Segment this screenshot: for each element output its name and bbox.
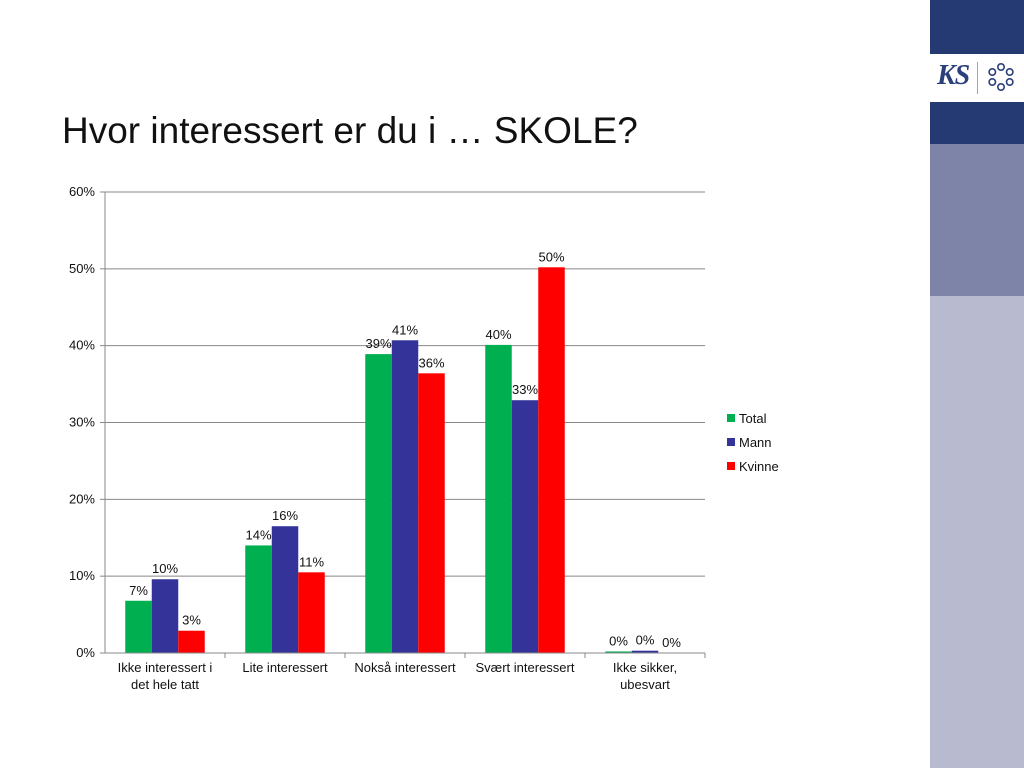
bar-kvinne (298, 572, 325, 653)
legend-label-total: Total (739, 410, 767, 426)
data-label: 40% (485, 327, 511, 342)
bar-total (605, 651, 632, 653)
bar-total (365, 354, 392, 653)
bar-mann (151, 579, 179, 653)
sidebar-band-light (930, 296, 1024, 768)
data-label: 16% (272, 508, 298, 523)
bar-total (485, 344, 512, 653)
sidebar-band-mid (930, 144, 1024, 296)
data-label: 39% (365, 336, 391, 351)
y-tick-label: 60% (69, 184, 95, 199)
data-label: 50% (538, 249, 564, 264)
x-tick-label: Svært interessert (476, 660, 575, 675)
legend-label-mann: Mann (739, 434, 772, 450)
bar-mann (631, 650, 659, 653)
ks-logo: KS (930, 54, 1024, 102)
data-label: 41% (392, 322, 418, 337)
legend-swatch-total (727, 414, 735, 422)
x-tick-label: Ikke sikker, (613, 660, 677, 675)
y-tick-label: 40% (69, 338, 95, 353)
data-label: 0% (609, 633, 628, 648)
legend-swatch-kvinne (727, 462, 735, 470)
data-label: 0% (662, 635, 681, 650)
bar-kvinne (538, 267, 565, 653)
legend-swatch-mann (727, 438, 735, 446)
x-tick-label: ubesvart (620, 677, 670, 692)
bar-mann (511, 400, 539, 653)
brand-sidebar: KS (930, 0, 1024, 768)
x-tick-label: Ikke interessert i (118, 660, 213, 675)
chart-legend: Total Mann Kvinne (727, 406, 779, 478)
legend-item-mann: Mann (727, 430, 779, 454)
data-label: 36% (418, 355, 444, 370)
data-label: 11% (299, 554, 324, 569)
bar-mann (391, 340, 419, 653)
bar-total (245, 545, 272, 653)
legend-item-kvinne: Kvinne (727, 454, 779, 478)
bar-chart: 0% 10% 20% 30% 40% 50% 60% 7% 10% 3% Ikke interess… (69, 184, 706, 692)
y-tick-label: 50% (69, 261, 95, 276)
sidebar-band-top (930, 0, 1024, 54)
x-tick-label: det hele tatt (131, 677, 199, 692)
x-tick-label: Lite interessert (242, 660, 328, 675)
bar-kvinne (178, 630, 205, 653)
slide-title: Hvor interessert er du i … SKOLE? (62, 110, 638, 151)
data-label: 14% (245, 527, 271, 542)
data-label: 33% (512, 382, 538, 397)
data-label: 7% (129, 583, 148, 598)
sidebar-band-dark (930, 102, 1024, 144)
y-tick-label: 0% (76, 645, 95, 660)
bar-total (125, 600, 152, 653)
logo-divider (977, 62, 978, 94)
bar-mann (271, 526, 299, 653)
legend-item-total: Total (727, 406, 779, 430)
data-label: 10% (152, 561, 178, 576)
x-tick-label: Nokså interessert (354, 660, 456, 675)
y-tick-label: 30% (69, 415, 95, 430)
y-tick-label: 20% (69, 491, 95, 506)
bar-kvinne (418, 373, 445, 653)
logo-text: KS (937, 60, 970, 91)
legend-label-kvinne: Kvinne (739, 458, 779, 474)
data-label: 3% (182, 613, 201, 628)
data-label: 0% (636, 633, 655, 648)
y-tick-label: 10% (69, 568, 95, 583)
logo-ring-icon (988, 62, 1014, 91)
